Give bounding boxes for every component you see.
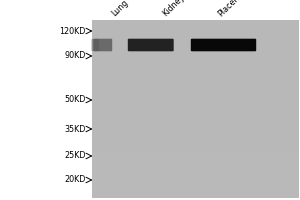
Bar [92,91,298,97]
Text: Kidney: Kidney [160,0,186,18]
Text: 35KD: 35KD [64,124,86,134]
Bar [92,20,298,26]
Bar [92,97,298,103]
Bar [92,73,298,79]
Bar [92,20,298,198]
FancyBboxPatch shape [128,39,174,51]
FancyBboxPatch shape [92,39,99,51]
Bar [92,168,298,174]
Text: 20KD: 20KD [64,176,86,184]
Text: Lung: Lung [110,0,130,18]
Bar [92,192,298,198]
FancyBboxPatch shape [191,39,256,51]
Bar [92,56,298,62]
Bar [92,109,298,115]
Bar [92,50,298,56]
Text: 50KD: 50KD [64,96,86,104]
Bar [92,174,298,180]
Bar [92,44,298,50]
Bar [92,67,298,73]
Bar [92,79,298,85]
Bar [92,151,298,156]
Bar [92,121,298,127]
Bar [92,103,298,109]
Bar [92,162,298,168]
Bar [92,26,298,32]
Text: 25KD: 25KD [64,152,86,160]
Bar [92,115,298,121]
FancyBboxPatch shape [93,39,112,51]
Bar [92,38,298,44]
Bar [92,32,298,38]
Text: Placenta: Placenta [216,0,247,18]
Text: 90KD: 90KD [64,51,86,60]
Bar [92,139,298,145]
Bar [92,85,298,91]
Text: 120KD: 120KD [59,26,86,36]
Bar [92,127,298,133]
Bar [92,180,298,186]
Bar [92,186,298,192]
Bar [92,133,298,139]
Bar [92,62,298,67]
Bar [92,156,298,162]
Bar [92,145,298,151]
